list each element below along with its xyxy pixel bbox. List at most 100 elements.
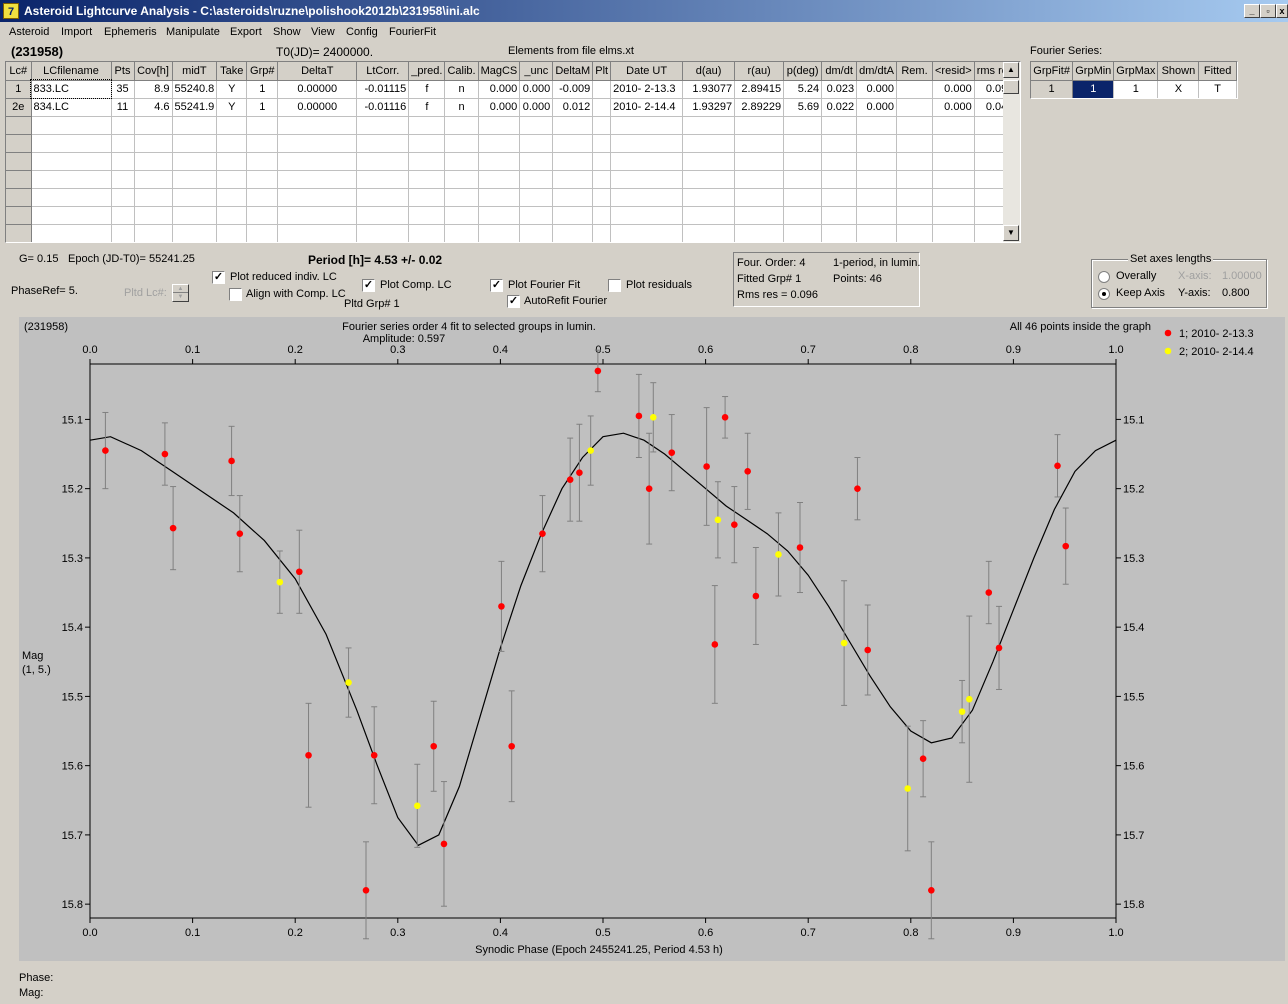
- lc-col-header[interactable]: dm/dtA: [856, 62, 897, 81]
- table-cell[interactable]: [592, 98, 612, 117]
- table-cell[interactable]: 4.6: [134, 98, 173, 117]
- table-cell[interactable]: [682, 188, 736, 207]
- table-cell[interactable]: 0.000: [932, 80, 975, 99]
- table-scrollbar[interactable]: ▲ ▼: [1003, 62, 1020, 242]
- table-row[interactable]: 2e 834.LC 11 4.6 55241.9 Y 1 0.00000 -0.01116 f n 0…: [6, 98, 1017, 117]
- table-cell[interactable]: 0.012: [552, 98, 594, 117]
- table-cell[interactable]: -0.01116: [356, 98, 410, 117]
- table-cell[interactable]: [932, 116, 975, 135]
- table-cell[interactable]: [246, 152, 279, 171]
- table-cell[interactable]: 5.69: [783, 98, 823, 117]
- fourier-cell-fitted[interactable]: T: [1198, 80, 1237, 98]
- table-cell[interactable]: [277, 170, 358, 189]
- menu-ephemeris[interactable]: Ephemeris: [104, 26, 157, 38]
- lc-col-header[interactable]: DeltaM: [552, 62, 594, 81]
- table-cell[interactable]: [896, 134, 933, 153]
- table-cell[interactable]: [896, 206, 933, 225]
- table-cell[interactable]: [552, 152, 594, 171]
- table-cell[interactable]: [134, 188, 173, 207]
- table-cell[interactable]: 0.023: [821, 80, 858, 99]
- table-cell[interactable]: [734, 152, 785, 171]
- table-cell[interactable]: [246, 224, 279, 242]
- scroll-up-button[interactable]: ▲: [1003, 62, 1019, 78]
- table-cell[interactable]: [610, 188, 684, 207]
- table-cell[interactable]: [216, 224, 248, 242]
- table-cell[interactable]: 0.022: [821, 98, 858, 117]
- row-header[interactable]: [6, 116, 32, 135]
- table-cell[interactable]: 0.000: [478, 80, 521, 99]
- row-header[interactable]: [6, 152, 32, 171]
- fourier-cell-shown[interactable]: X: [1157, 80, 1200, 98]
- table-cell[interactable]: [682, 134, 736, 153]
- menu-export[interactable]: Export: [230, 26, 262, 38]
- table-cell[interactable]: 1: [246, 98, 279, 117]
- table-cell[interactable]: 0.00000: [277, 98, 358, 117]
- table-cell[interactable]: [134, 224, 173, 242]
- menu-import[interactable]: Import: [61, 26, 93, 38]
- table-cell[interactable]: [682, 206, 736, 225]
- table-cell[interactable]: [277, 188, 358, 207]
- table-cell[interactable]: [592, 188, 612, 207]
- maximize-button[interactable]: ▫: [1260, 4, 1276, 18]
- table-cell[interactable]: [111, 206, 135, 225]
- table-cell[interactable]: [896, 188, 933, 207]
- table-cell[interactable]: [134, 116, 173, 135]
- table-cell[interactable]: [277, 116, 358, 135]
- table-cell[interactable]: [734, 170, 785, 189]
- lc-col-header[interactable]: LtCorr.: [356, 62, 410, 81]
- table-cell[interactable]: [821, 206, 858, 225]
- table-cell[interactable]: 2.89415: [734, 80, 785, 99]
- lc-col-header[interactable]: midT: [172, 62, 218, 81]
- table-row[interactable]: [6, 206, 1017, 225]
- table-cell[interactable]: [856, 170, 897, 189]
- lc-col-header[interactable]: Pts: [111, 62, 135, 81]
- table-cell[interactable]: f: [408, 98, 446, 117]
- lc-col-header[interactable]: LCfilename: [31, 62, 112, 81]
- lc-col-header[interactable]: Grp#: [246, 62, 279, 81]
- table-cell[interactable]: [932, 206, 975, 225]
- table-cell[interactable]: [277, 152, 358, 171]
- lc-col-header[interactable]: Take: [216, 62, 248, 81]
- table-cell[interactable]: [592, 206, 612, 225]
- table-cell[interactable]: 55240.8: [172, 80, 218, 99]
- spin-down-icon[interactable]: ▼: [177, 294, 184, 300]
- table-cell[interactable]: [478, 134, 521, 153]
- table-cell[interactable]: 0.000: [932, 98, 975, 117]
- lc-col-header[interactable]: p(deg): [783, 62, 823, 81]
- table-cell[interactable]: [932, 152, 975, 171]
- fourier-cell-grpfit[interactable]: 1: [1031, 80, 1074, 98]
- close-button[interactable]: x: [1276, 4, 1288, 18]
- plot-comp-checkbox[interactable]: ✓: [362, 279, 375, 292]
- lc-col-header[interactable]: Rem.: [896, 62, 933, 81]
- overally-radio[interactable]: [1098, 271, 1110, 283]
- table-cell[interactable]: [246, 116, 279, 135]
- table-cell[interactable]: [896, 98, 933, 117]
- table-cell[interactable]: [592, 152, 612, 171]
- table-cell[interactable]: [134, 152, 173, 171]
- table-row[interactable]: [6, 224, 1017, 242]
- menu-view[interactable]: View: [311, 26, 335, 38]
- table-cell[interactable]: [783, 134, 823, 153]
- plot-reduced-checkbox[interactable]: ✓: [212, 271, 225, 284]
- table-cell[interactable]: -0.01115: [356, 80, 410, 99]
- table-cell[interactable]: [408, 188, 446, 207]
- table-cell[interactable]: Y: [216, 80, 248, 99]
- table-cell[interactable]: 0.000: [478, 98, 521, 117]
- table-cell[interactable]: [444, 152, 479, 171]
- table-cell[interactable]: [783, 170, 823, 189]
- table-cell[interactable]: [408, 152, 446, 171]
- table-cell[interactable]: 11: [111, 98, 135, 117]
- table-cell[interactable]: [408, 224, 446, 242]
- table-cell[interactable]: [111, 170, 135, 189]
- table-row[interactable]: [6, 152, 1017, 171]
- table-cell[interactable]: 5.24: [783, 80, 823, 99]
- table-cell[interactable]: [408, 170, 446, 189]
- table-cell[interactable]: [734, 206, 785, 225]
- table-cell[interactable]: [172, 206, 218, 225]
- fourier-col-grpfit[interactable]: GrpFit#: [1031, 62, 1074, 81]
- table-cell[interactable]: [216, 206, 248, 225]
- table-cell[interactable]: [552, 170, 594, 189]
- table-cell[interactable]: 1.93297: [682, 98, 736, 117]
- table-cell[interactable]: [246, 206, 279, 225]
- table-cell[interactable]: [478, 188, 521, 207]
